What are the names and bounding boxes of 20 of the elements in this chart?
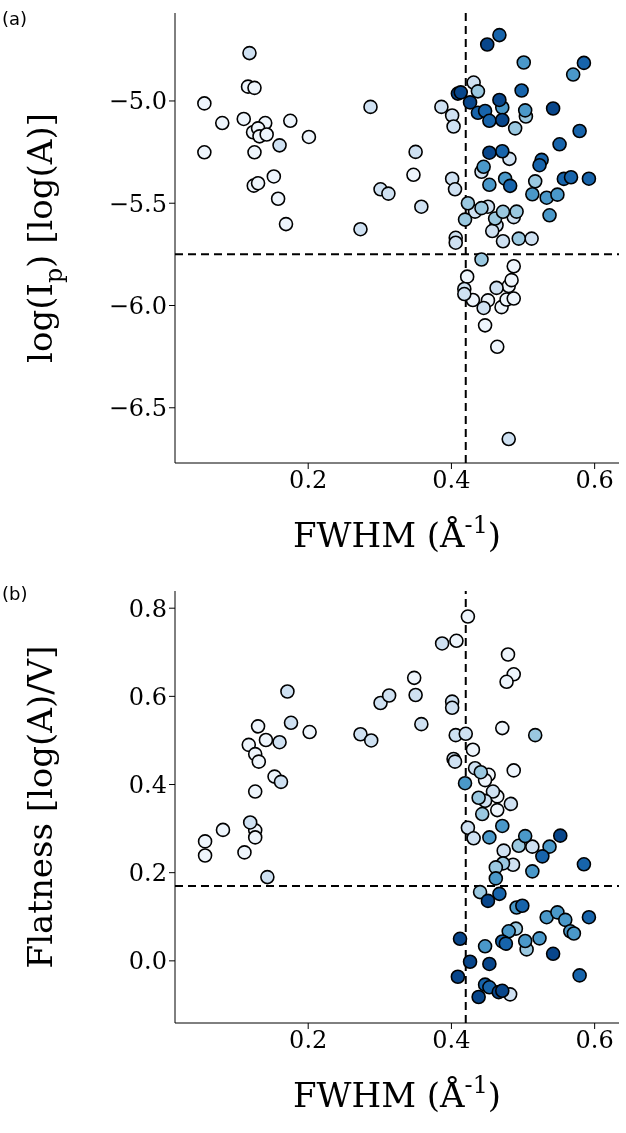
x-axis-title: FWHM (Å$^{-1}$) bbox=[292, 511, 502, 555]
x-tick-label: 0.6 bbox=[575, 466, 614, 495]
y-tick-label: 0.8 bbox=[128, 594, 167, 623]
y-tick-label: −6.0 bbox=[108, 292, 167, 321]
y-tick-label: −5.0 bbox=[108, 87, 167, 116]
y-tick-label: −5.5 bbox=[108, 189, 167, 218]
y-tick-label: 0.4 bbox=[128, 771, 167, 800]
x-tick-label: 0.2 bbox=[289, 466, 328, 495]
text: (a) bbox=[2, 8, 28, 29]
x-axis-title: FWHM (Å$^{-1}$) bbox=[292, 1071, 502, 1115]
x-tick-label: 0.6 bbox=[575, 1026, 614, 1055]
x-tick-label: 0.4 bbox=[432, 466, 471, 495]
x-tick-label: 0.2 bbox=[289, 1026, 328, 1055]
y-tick-label: 0.6 bbox=[128, 682, 167, 711]
y-tick-label: 0.0 bbox=[128, 947, 167, 976]
y-tick-label: 0.2 bbox=[128, 859, 167, 888]
y-axis-title: Flatness [log(A)/V] bbox=[20, 645, 60, 969]
text: (b) bbox=[2, 583, 28, 604]
y-tick-label: −6.5 bbox=[108, 394, 167, 423]
x-tick-label: 0.4 bbox=[432, 1026, 471, 1055]
